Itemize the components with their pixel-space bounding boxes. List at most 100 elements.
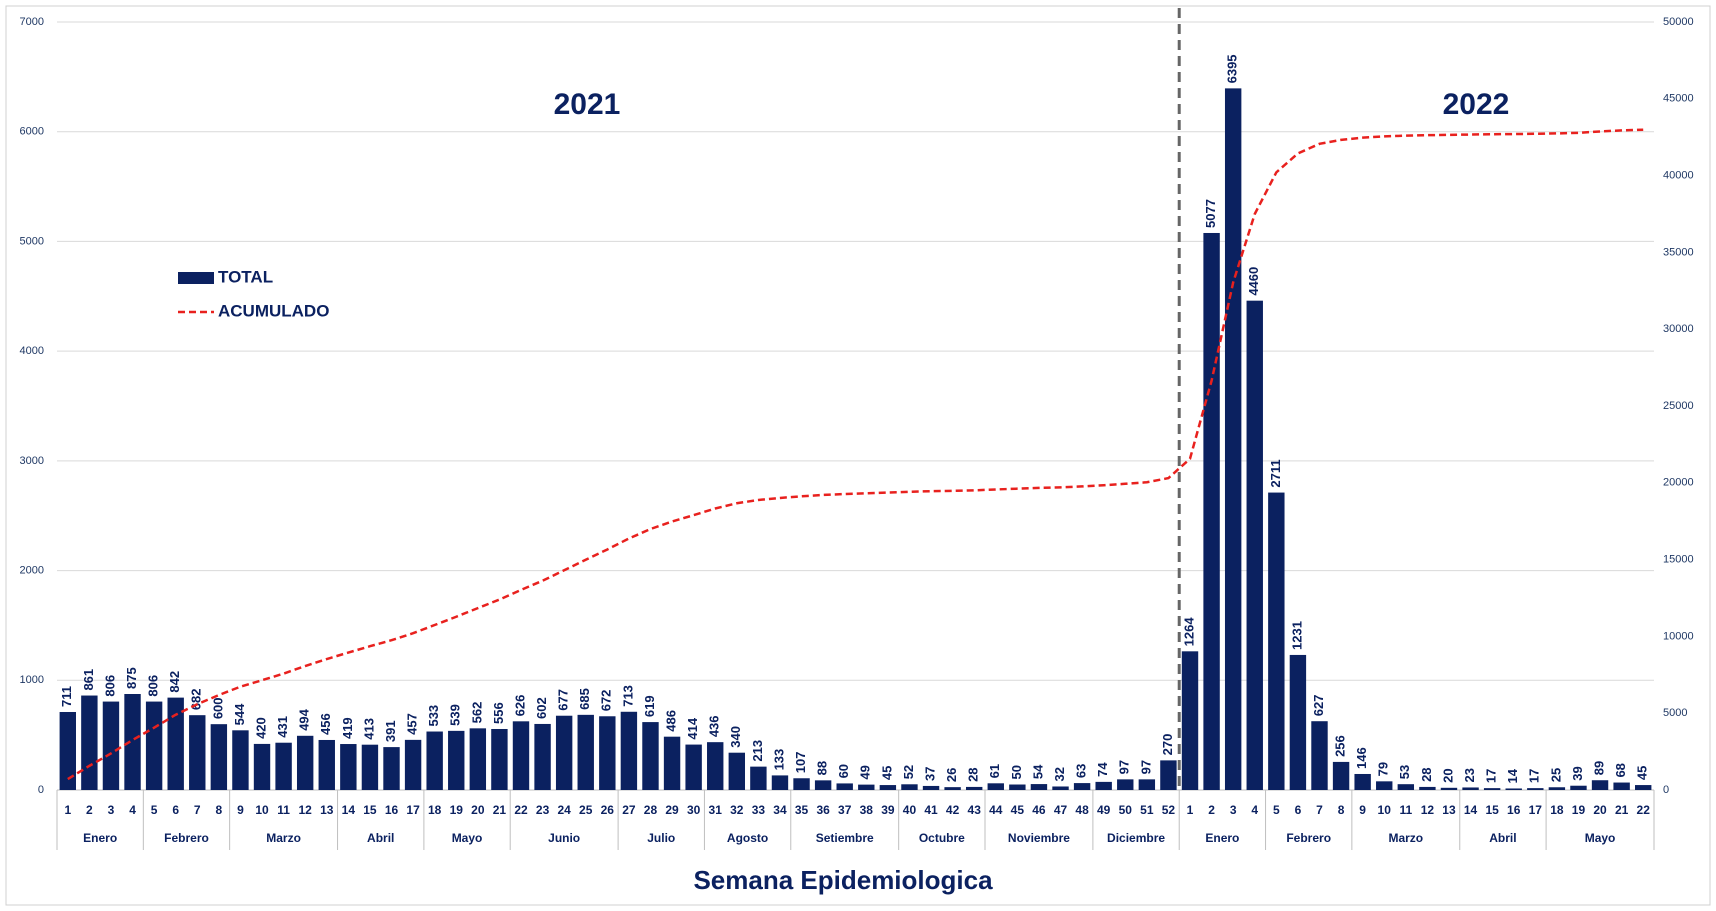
x-axis-title: Semana Epidemiologica [693,865,993,895]
x-tick-label: 6 [1295,803,1302,817]
value-label: 806 [102,675,117,697]
value-label: 37 [922,766,937,780]
value-label: 340 [728,726,743,748]
x-tick-label: 7 [194,803,201,817]
bar [296,735,314,790]
bar [922,785,940,790]
value-label: 79 [1376,762,1391,776]
y2-tick-label: 25000 [1663,400,1694,412]
value-label: 17 [1484,769,1499,783]
x-tick-label: 14 [1464,803,1478,817]
value-label: 61 [987,764,1002,778]
y2-tick-label: 30000 [1663,323,1694,335]
bar [771,775,789,790]
value-label: 602 [534,697,549,719]
x-tick-label: 8 [216,803,223,817]
value-label: 600 [210,697,225,719]
frame [5,5,1711,906]
bar [1073,783,1091,790]
x-tick-label: 20 [1593,803,1607,817]
x-tick-label: 28 [644,803,658,817]
x-tick-label: 25 [579,803,593,817]
bar [1635,785,1652,790]
value-label: 26 [944,768,959,782]
x-tick-label: 22 [514,803,528,817]
bar [1548,787,1566,790]
y2-tick-label: 15000 [1663,554,1694,566]
x-tick-label: 31 [709,803,723,817]
value-label: 685 [577,688,592,710]
month-label: Abril [367,831,394,845]
x-tick-label: 20 [471,803,485,817]
bar [426,731,443,790]
bar [1591,780,1609,790]
value-label: 436 [707,715,722,737]
y2-tick-label: 50000 [1663,16,1694,28]
x-tick-label: 8 [1338,803,1345,817]
x-tick-label: 1 [64,803,71,817]
x-tick-label: 6 [172,803,179,817]
value-label: 494 [297,708,312,730]
value-label: 270 [1160,734,1175,756]
bar [944,787,961,790]
bar [1570,785,1587,790]
value-label: 74 [1095,762,1110,777]
bar [707,742,724,790]
x-tick-label: 39 [881,803,895,817]
value-label: 39 [1570,766,1585,780]
x-tick-label: 3 [1230,803,1237,817]
bar [685,744,702,790]
legend-label: TOTAL [218,267,273,286]
bar [1160,760,1177,790]
value-label: 97 [1117,760,1132,774]
bar [879,785,897,790]
x-tick-label: 43 [968,803,982,817]
x-tick-label: 50 [1119,803,1133,817]
value-label: 842 [167,671,182,693]
x-tick-label: 32 [730,803,744,817]
value-label: 54 [1030,764,1045,779]
value-label: 5077 [1203,199,1218,228]
month-label: Marzo [1388,831,1423,845]
month-label: Mayo [1585,831,1616,845]
value-label: 133 [771,749,786,771]
line [67,128,1644,781]
month-label: Enero [1205,831,1239,845]
bar [1354,773,1371,790]
bar [728,752,746,790]
bar [469,728,487,790]
value-label: 391 [383,720,398,742]
value-label: 32 [1052,767,1067,781]
bar [275,742,292,790]
x-tick-label: 26 [601,803,615,817]
value-label: 45 [879,766,894,780]
month-label: Febrero [1286,831,1331,845]
legend-swatch [178,272,214,284]
y2-tick-label: 10000 [1663,630,1694,642]
bar [901,784,918,790]
value-label: 20 [1440,768,1455,782]
x-tick-label: 49 [1097,803,1111,817]
x-tick-label: 47 [1054,803,1068,817]
value-label: 53 [1397,765,1412,779]
bar [1138,779,1156,790]
bar [383,747,400,790]
x-tick-label: 9 [237,803,244,817]
month-label: Agosto [727,831,768,845]
value-label: 52 [901,765,916,779]
bar [1483,788,1501,790]
value-label: 25 [1548,768,1563,782]
bar [793,778,810,790]
month-label: Febrero [164,831,209,845]
x-tick-label: 13 [1442,803,1456,817]
month-label: Mayo [452,831,483,845]
x-tick-label: 30 [687,803,701,817]
bar [1376,781,1393,790]
month-label: Marzo [266,831,301,845]
bar [534,723,551,790]
bar [1613,782,1630,790]
bar [167,697,184,790]
value-label: 539 [448,704,463,726]
x-tick-label: 16 [385,803,399,817]
